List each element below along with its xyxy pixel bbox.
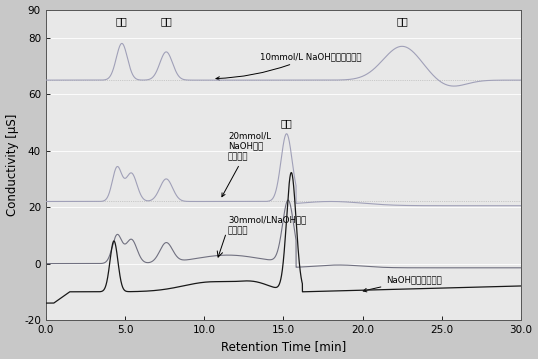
Text: 20mmol/L
NaOH容液
等度洗脱: 20mmol/L NaOH容液 等度洗脱 — [222, 131, 271, 197]
Text: 草酸: 草酸 — [281, 118, 293, 128]
Text: 30mmol/LNaOH容液
等度洗脱: 30mmol/LNaOH容液 等度洗脱 — [228, 216, 306, 235]
Text: 草酸: 草酸 — [116, 17, 128, 27]
Text: 草酸: 草酸 — [160, 17, 172, 27]
Text: NaOH容液梯度洗脱: NaOH容液梯度洗脱 — [363, 275, 442, 292]
Y-axis label: Conductivity [μS]: Conductivity [μS] — [5, 113, 18, 216]
X-axis label: Retention Time [min]: Retention Time [min] — [221, 340, 346, 354]
Text: 岜酸: 岜酸 — [397, 17, 408, 27]
Text: 10mmol/L NaOH容液等度洗脱: 10mmol/L NaOH容液等度洗脱 — [216, 52, 361, 80]
